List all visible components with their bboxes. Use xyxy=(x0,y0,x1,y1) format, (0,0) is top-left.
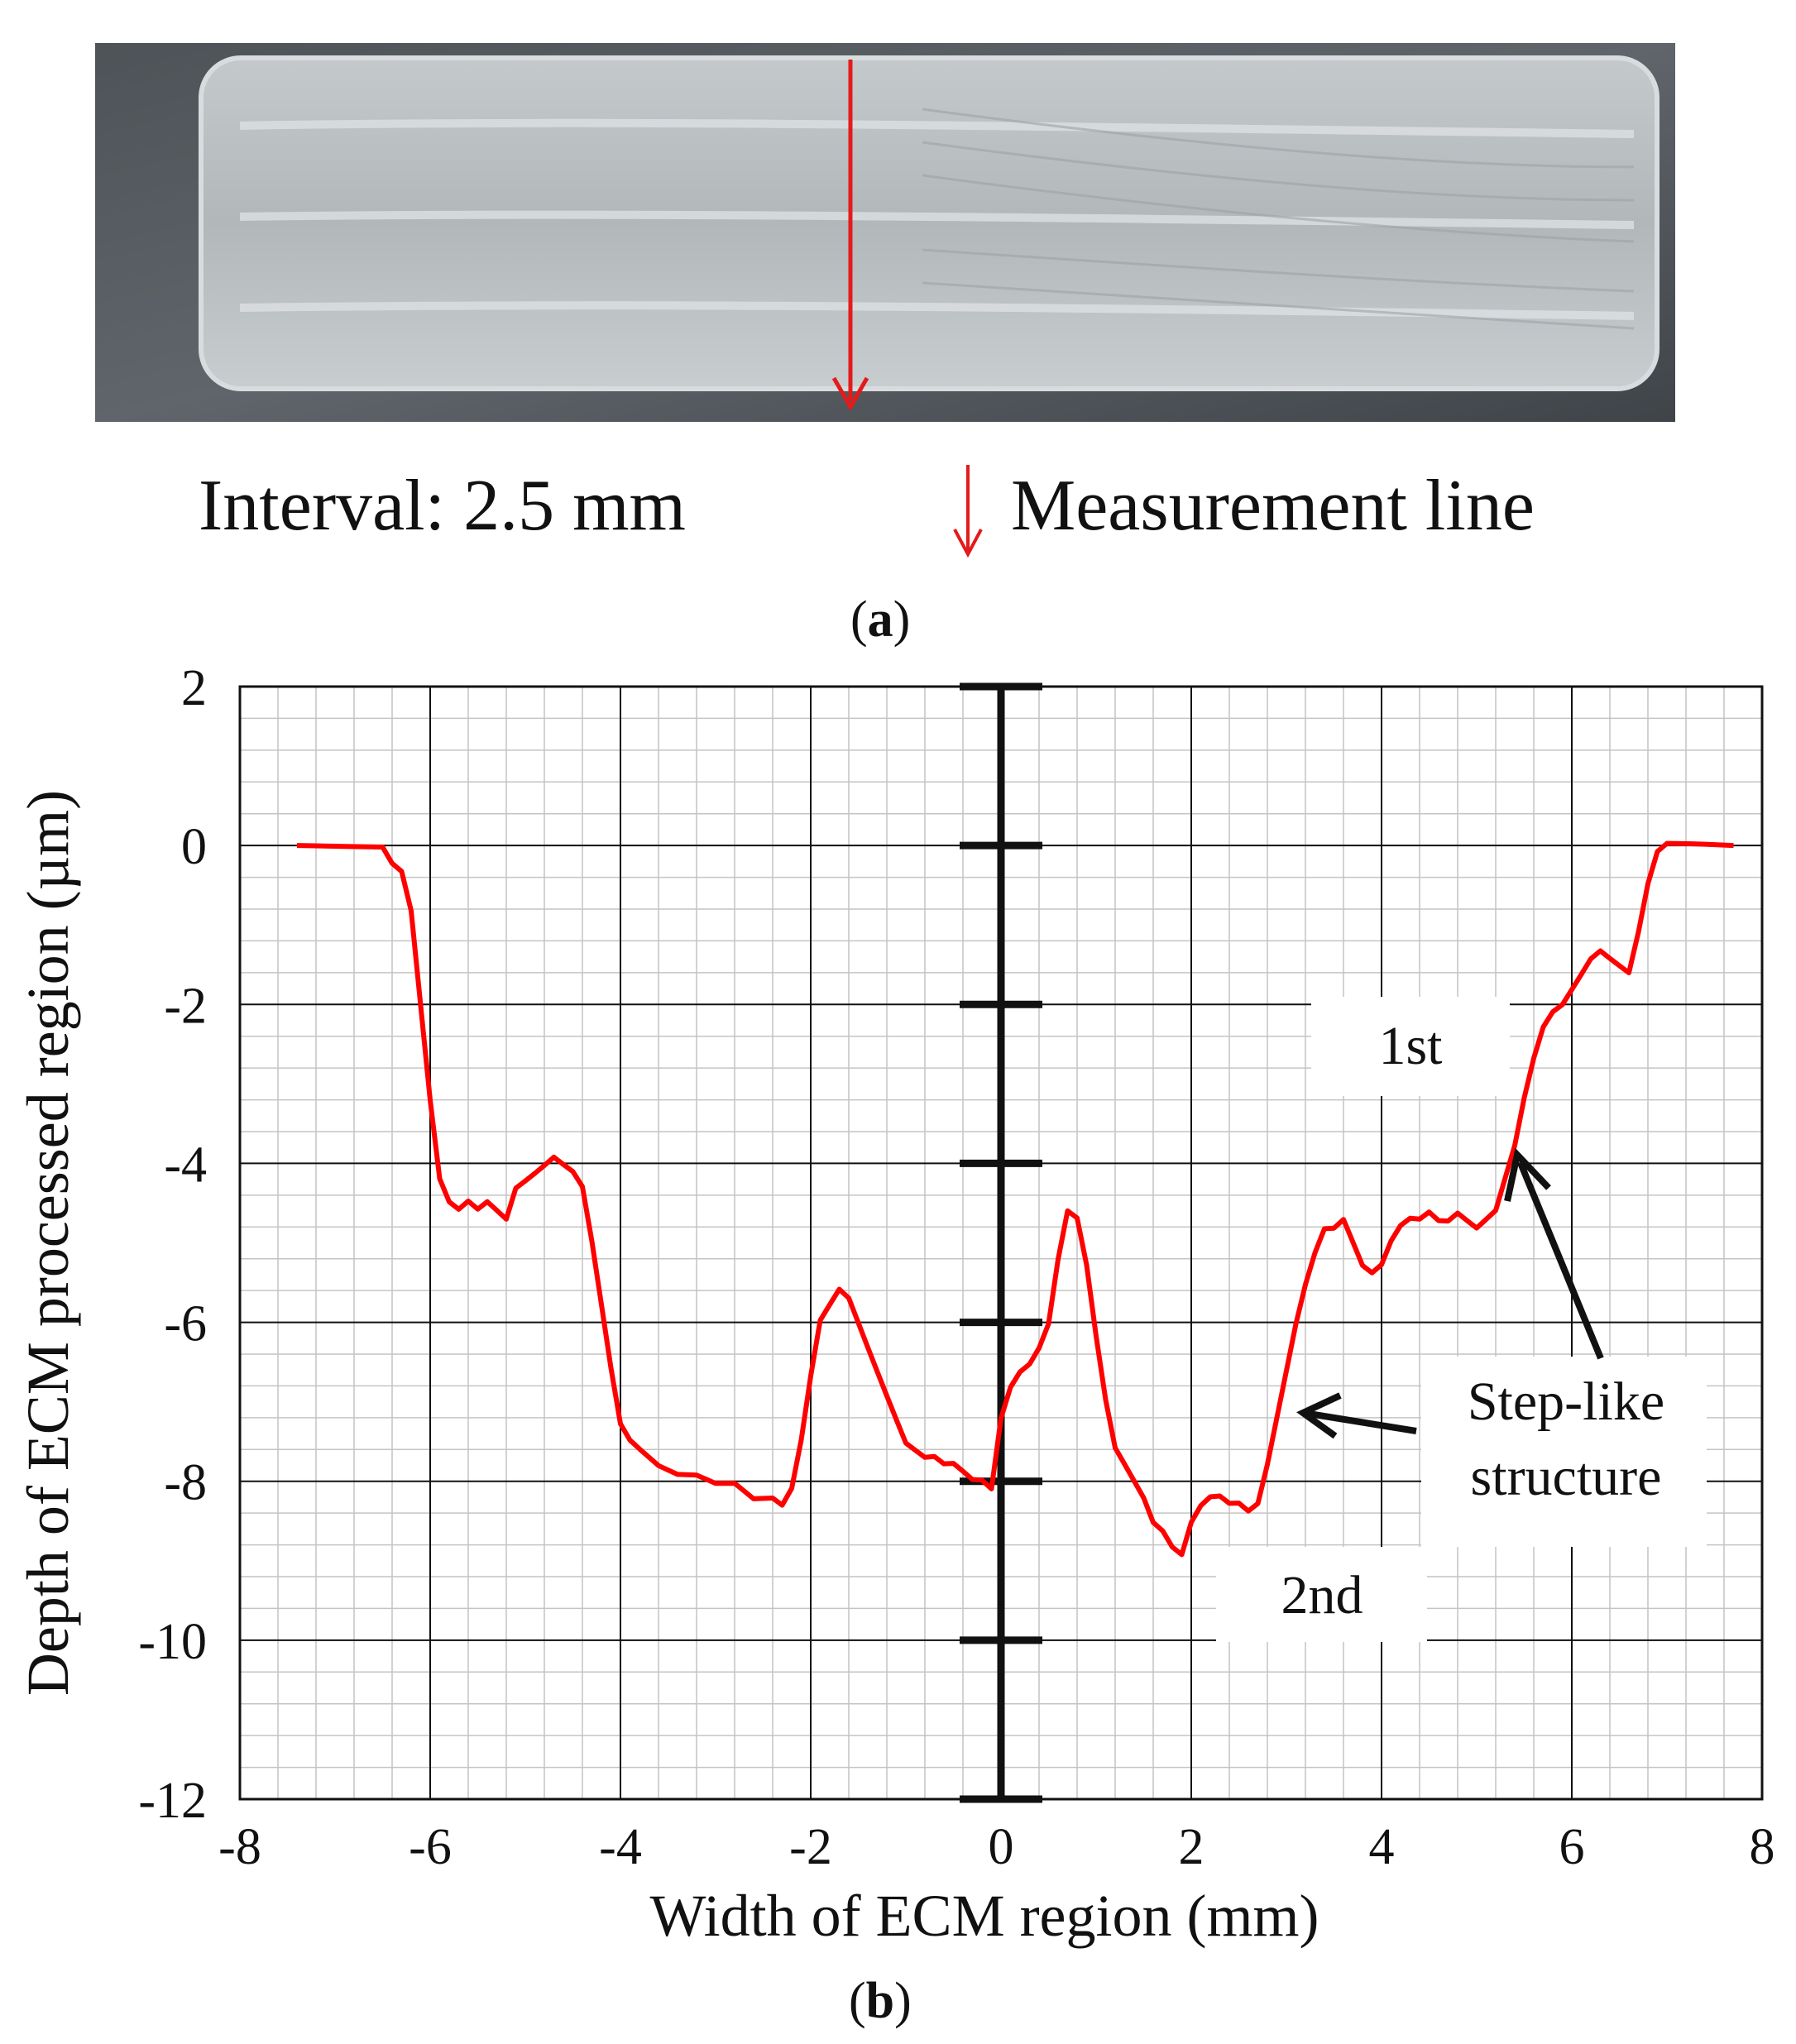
annotation-step-like-group: Step-like structure xyxy=(1421,1357,1707,1547)
x-tick-label: 4 xyxy=(1369,1819,1395,1875)
y-tick-label: -6 xyxy=(164,1296,207,1352)
center-axis xyxy=(960,682,1042,1803)
depth-profile-chart: -8 -6 -4 -2 0 2 4 6 8 2 0 -2 -4 -6 -8 -10 -12 1st 2nd S… xyxy=(15,660,1775,1949)
x-tick-label: 2 xyxy=(1179,1819,1205,1875)
annotation-2nd-group: 2nd xyxy=(1216,1547,1427,1642)
x-tick-label: -8 xyxy=(218,1819,261,1875)
x-tick-label: -4 xyxy=(599,1819,642,1875)
interval-caption: Interval: 2.5 mm xyxy=(199,466,686,546)
x-tick-label: -2 xyxy=(789,1819,832,1875)
y-axis-title: Depth of ECM processed region (µm) xyxy=(15,790,81,1696)
measurement-arrow-icon xyxy=(953,465,983,558)
y-tick-label: -10 xyxy=(138,1614,207,1670)
y-tick-label: -4 xyxy=(164,1137,207,1193)
y-tick-labels: 2 0 -2 -4 -6 -8 -10 -12 xyxy=(138,660,207,1829)
panel-label-a: (a) xyxy=(850,591,911,648)
specimen-photo xyxy=(95,43,1675,422)
arrow-to-2nd-step xyxy=(1308,1410,1417,1434)
y-tick-label: 2 xyxy=(181,660,207,716)
x-tick-label: -6 xyxy=(409,1819,452,1875)
x-axis-title: Width of ECM region (mm) xyxy=(650,1883,1319,1949)
x-tick-label: 0 xyxy=(989,1819,1014,1875)
measurement-line-arrow xyxy=(831,60,869,412)
annotation-arrows xyxy=(1296,1147,1604,1439)
y-tick-label: -8 xyxy=(164,1455,207,1511)
measurement-line-caption: Measurement line xyxy=(1011,466,1535,546)
arrowhead-2nd-step xyxy=(1296,1392,1342,1439)
panel-label-b: (b) xyxy=(849,1973,912,2029)
y-tick-label: -12 xyxy=(138,1773,207,1829)
annotation-1st-group: 1st xyxy=(1311,997,1510,1096)
x-tick-labels: -8 -6 -4 -2 0 2 4 6 8 xyxy=(218,1819,1774,1875)
annotation-structure: structure xyxy=(1471,1447,1662,1507)
annotation-step-like: Step-like xyxy=(1468,1371,1664,1432)
x-tick-label: 8 xyxy=(1750,1819,1775,1875)
y-tick-label: 0 xyxy=(181,819,207,875)
y-tick-label: -2 xyxy=(164,978,207,1034)
depth-profile-line xyxy=(296,840,1734,1558)
annotation-1st: 1st xyxy=(1378,1016,1442,1076)
arrow-to-1st-step xyxy=(1517,1161,1604,1360)
x-tick-label: 6 xyxy=(1559,1819,1585,1875)
arrowhead-1st-step xyxy=(1504,1147,1551,1202)
annotation-2nd: 2nd xyxy=(1281,1565,1363,1625)
